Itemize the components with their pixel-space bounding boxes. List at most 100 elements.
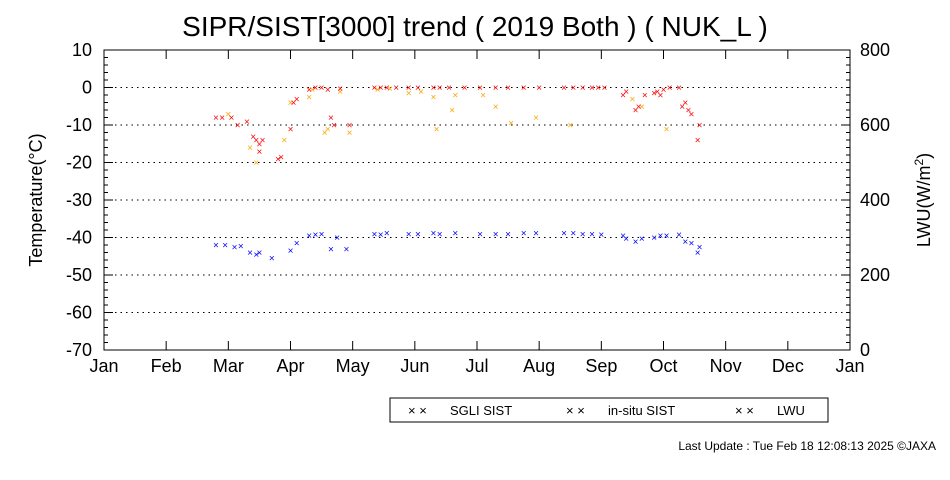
legend-symbol-sgli: × × — [408, 403, 427, 418]
point-in-situ-sist: × — [393, 83, 399, 94]
point-in-situ-sist: × — [347, 121, 353, 132]
y2-tick-label: 400 — [860, 190, 890, 210]
point-lwu: × — [415, 229, 421, 240]
y-tick-label: -20 — [66, 153, 92, 173]
point-in-situ-sist: × — [661, 85, 667, 96]
point-in-situ-sist: × — [306, 85, 312, 96]
point-sgli-sist: × — [418, 87, 424, 98]
legend-symbol-insitu: × × — [566, 403, 585, 418]
point-in-situ-sist: × — [253, 136, 259, 147]
point-in-situ-sist: × — [213, 113, 219, 124]
legend-label-insitu: in-situ SIST — [608, 403, 675, 418]
chart-title: SIPR/SIST[3000] trend ( 2019 Both ) ( NU… — [182, 11, 768, 42]
x-tick-label: May — [336, 356, 370, 376]
point-in-situ-sist: × — [291, 98, 297, 109]
x-tick-label: Oct — [649, 356, 677, 376]
point-in-situ-sist: × — [689, 109, 695, 120]
point-lwu: × — [493, 229, 499, 240]
x-tick-label: Jan — [835, 356, 864, 376]
point-lwu: × — [222, 241, 228, 252]
point-in-situ-sist: × — [256, 139, 262, 150]
legend: × × SGLI SIST × × in-situ SIST × × LWU — [389, 397, 829, 423]
point-in-situ-sist: × — [250, 132, 256, 143]
y2-tick-label: 200 — [860, 265, 890, 285]
point-sgli-sist: × — [452, 91, 458, 102]
point-in-situ-sist: × — [288, 124, 294, 135]
left-axis: 10 0 -10 -20 -30 -40 -50 -60 -70 — [66, 40, 113, 360]
point-sgli-sist: × — [347, 128, 353, 139]
point-lwu: × — [431, 229, 437, 240]
point-in-situ-sist: × — [312, 83, 318, 94]
point-in-situ-sist: × — [657, 91, 663, 102]
point-in-situ-sist: × — [685, 106, 691, 117]
point-lwu: × — [697, 242, 703, 253]
point-in-situ-sist: × — [580, 83, 586, 94]
point-in-situ-sist: × — [505, 83, 511, 94]
point-sgli-sist: × — [306, 92, 312, 103]
y-tick-label: -60 — [66, 303, 92, 323]
point-sgli-sist: × — [629, 94, 635, 105]
point-in-situ-sist: × — [595, 83, 601, 94]
point-sgli-sist: × — [288, 98, 294, 109]
point-sgli-sist: × — [480, 91, 486, 102]
point-in-situ-sist: × — [319, 83, 325, 94]
point-lwu: × — [378, 230, 384, 241]
point-lwu: × — [682, 237, 688, 248]
x-tick-label: Apr — [276, 356, 304, 376]
legend-label-sgli: SGLI SIST — [450, 403, 512, 418]
point-lwu: × — [334, 233, 340, 244]
point-lwu: × — [689, 239, 695, 250]
point-lwu: × — [561, 229, 567, 240]
point-lwu: × — [288, 246, 294, 257]
point-in-situ-sist: × — [642, 91, 648, 102]
point-in-situ-sist: × — [521, 83, 527, 94]
right-axis: 800 600 400 200 0 — [841, 40, 890, 360]
x-tick-label: Mar — [213, 356, 244, 376]
point-lwu: × — [598, 230, 604, 241]
point-lwu: × — [312, 230, 318, 241]
point-sgli-sist: × — [281, 136, 287, 147]
point-in-situ-sist: × — [697, 121, 703, 132]
y-tick-label: -30 — [66, 190, 92, 210]
point-lwu: × — [580, 229, 586, 240]
point-lwu: × — [213, 241, 219, 252]
point-in-situ-sist: × — [337, 84, 343, 95]
point-sgli-sist: × — [533, 113, 539, 124]
plot-frame — [103, 49, 851, 351]
y-axis-label: Temperature(°C) — [26, 133, 46, 266]
point-lwu: × — [319, 229, 325, 240]
point-lwu: × — [505, 229, 511, 240]
point-sgli-sist: × — [431, 92, 437, 103]
point-lwu: × — [570, 229, 576, 240]
point-sgli-sist: × — [309, 85, 315, 96]
point-lwu: × — [676, 230, 682, 241]
point-lwu: × — [232, 242, 238, 253]
point-in-situ-sist: × — [462, 83, 468, 94]
point-lwu: × — [437, 229, 443, 240]
x-axis: Jan Feb Mar Apr May Jun Jul Aug Sep Oct Nov Dec Jan — [89, 50, 865, 376]
point-in-situ-sist: × — [589, 83, 595, 94]
point-in-situ-sist: × — [561, 83, 567, 94]
legend-label-lwu: LWU — [777, 403, 805, 418]
point-in-situ-sist: × — [623, 87, 629, 98]
point-lwu: × — [372, 229, 378, 240]
point-lwu: × — [633, 237, 639, 248]
x-tick-label: Aug — [523, 356, 555, 376]
point-in-situ-sist: × — [372, 83, 378, 94]
point-in-situ-sist: × — [676, 83, 682, 94]
point-sgli-sist: × — [325, 124, 331, 135]
point-in-situ-sist: × — [244, 117, 250, 128]
point-sgli-sist: × — [375, 85, 381, 96]
x-tick-label: Sep — [585, 356, 617, 376]
y2-tick-label: 800 — [860, 40, 890, 60]
legend-box — [389, 397, 829, 423]
point-in-situ-sist: × — [431, 83, 437, 94]
x-tick-label: Feb — [151, 356, 182, 376]
point-lwu: × — [328, 244, 334, 255]
point-lwu: × — [533, 229, 539, 240]
point-lwu: × — [651, 233, 657, 244]
point-sgli-sist: × — [434, 124, 440, 135]
point-in-situ-sist: × — [219, 113, 225, 124]
point-lwu: × — [452, 229, 458, 240]
y2-axis-label: LWU(W/m2) — [912, 153, 934, 247]
